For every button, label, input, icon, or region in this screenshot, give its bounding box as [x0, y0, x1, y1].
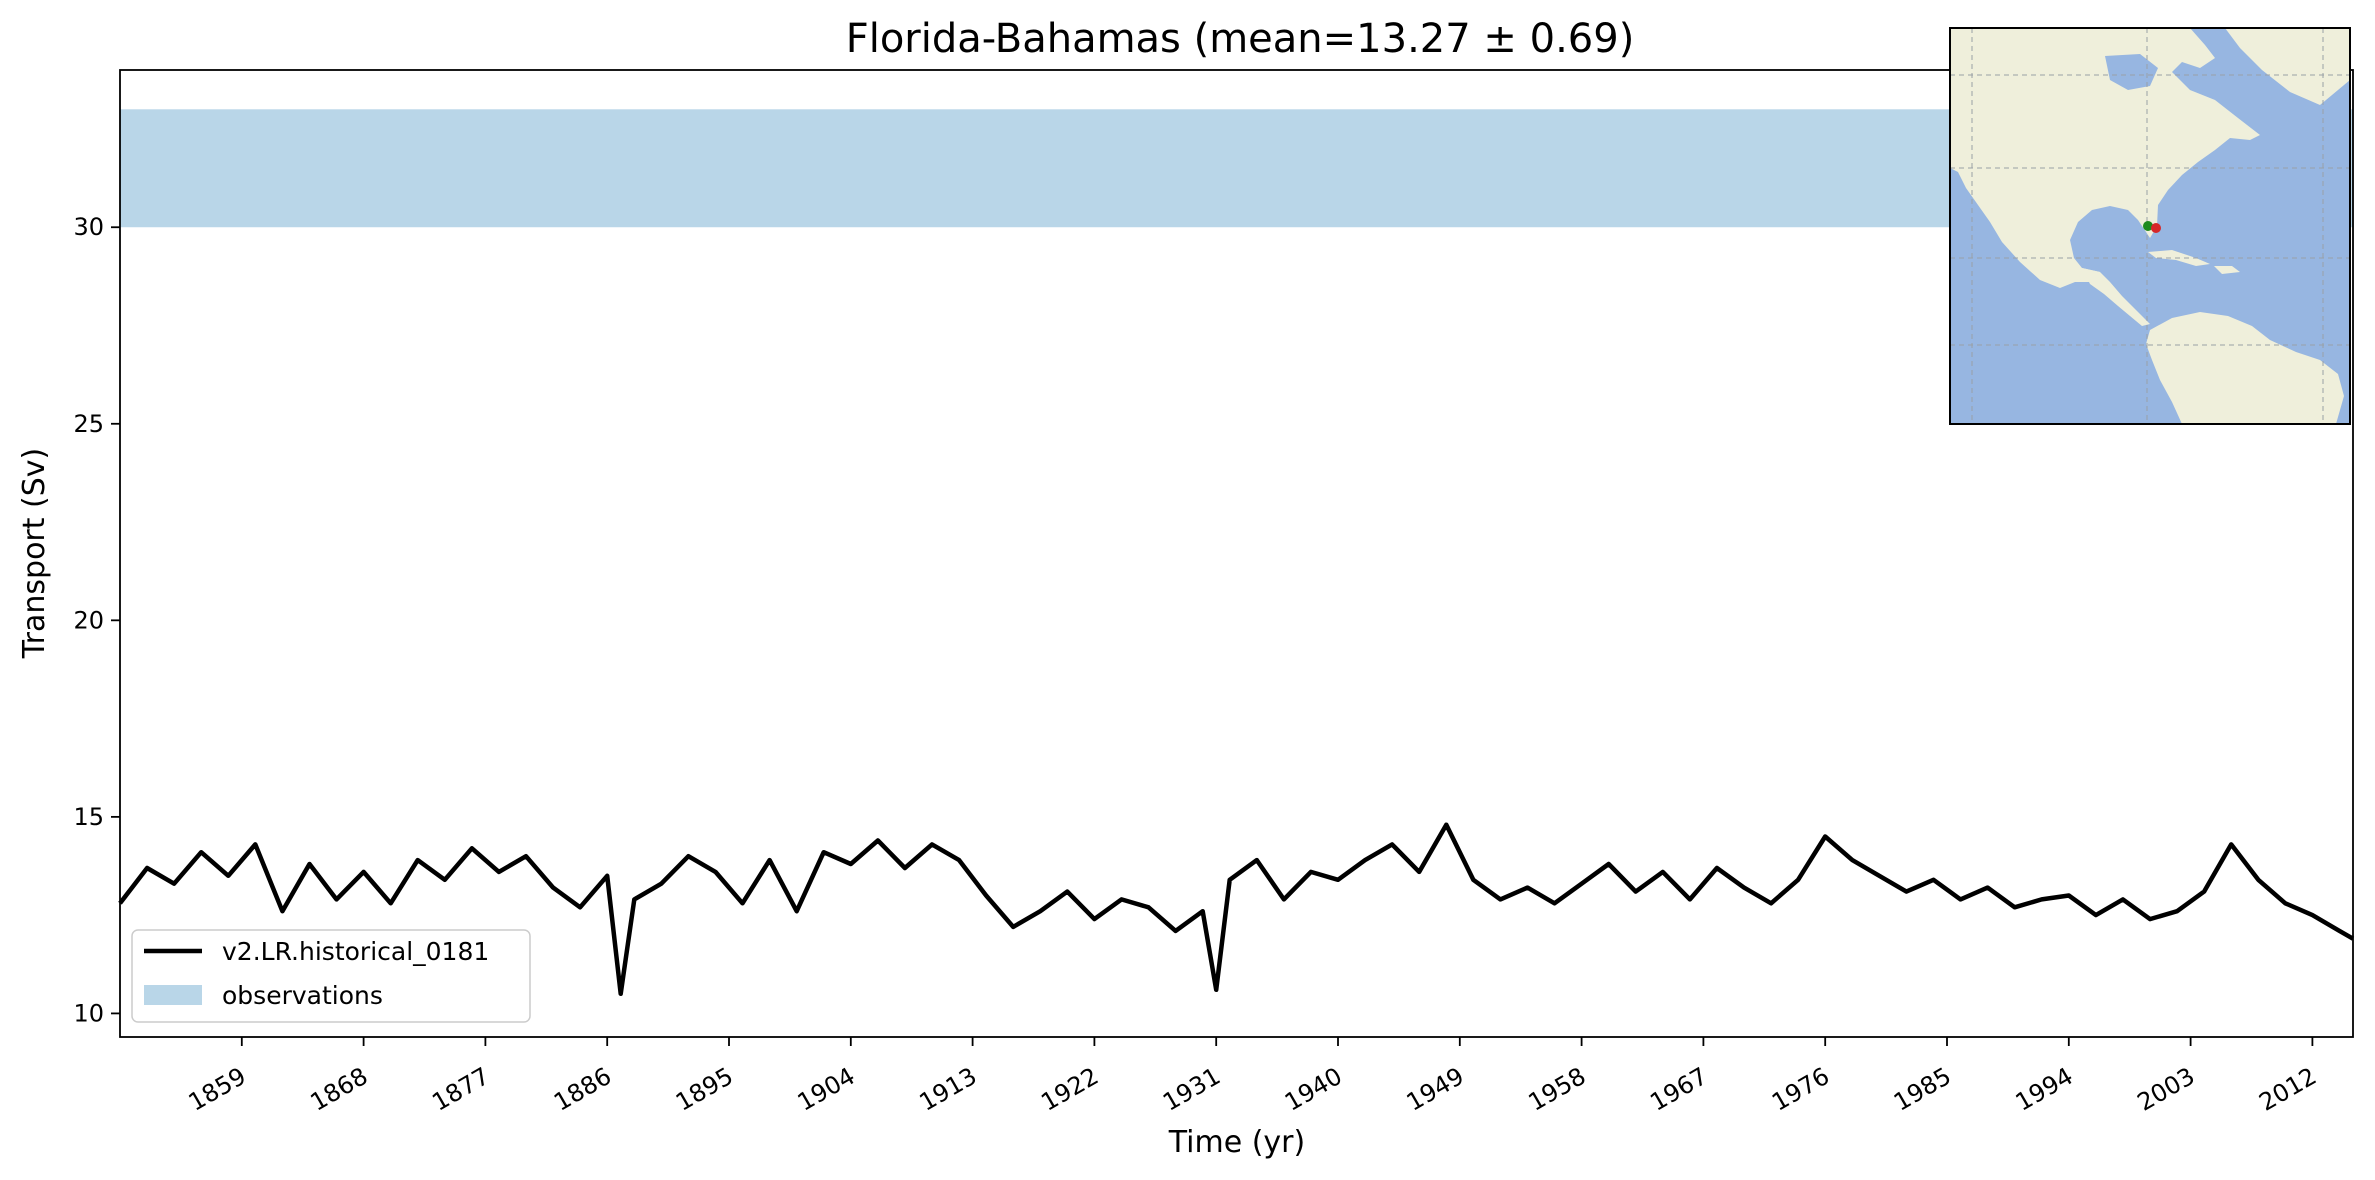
inset-land-hispaniola	[2214, 266, 2240, 274]
y-tick-label: 30	[73, 213, 104, 241]
series-layer	[118, 822, 2355, 997]
legend-label-series: v2.LR.historical_0181	[222, 937, 489, 966]
inset-marker-green	[2143, 221, 2153, 231]
y-axis-title: Transport (Sv)	[17, 448, 52, 660]
y-axis: 10 15 20 25 30	[73, 213, 120, 1027]
inset-land-greenland	[2225, 28, 2350, 105]
y-tick-label: 15	[73, 803, 104, 831]
inset-frame	[1949, 27, 2351, 425]
axes-frame	[119, 69, 2354, 1038]
y-tick-label: 10	[73, 999, 104, 1027]
x-axis-title: Time (yr)	[1168, 1125, 1305, 1160]
inset-gridlines	[1950, 28, 2350, 424]
inset-land-central-america	[2082, 268, 2150, 326]
inset-hudson-bay	[2105, 54, 2158, 90]
legend-label-observations: observations	[222, 981, 383, 1010]
y-tick-label: 20	[73, 606, 104, 634]
legend: v2.LR.historical_0181 observations	[131, 929, 531, 1023]
legend-box	[131, 929, 531, 1023]
series-line-0	[118, 822, 2355, 997]
legend-swatch-observations	[144, 985, 202, 1005]
y-tick-label: 25	[73, 410, 104, 438]
inset-marker-red	[2151, 223, 2161, 233]
inset-land-south-america	[2146, 312, 2344, 424]
inset-land-north-america	[1950, 28, 2260, 288]
inset-map	[1949, 27, 2351, 425]
chart-title: Florida-Bahamas (mean=13.27 ± 0.69)	[846, 16, 1635, 62]
